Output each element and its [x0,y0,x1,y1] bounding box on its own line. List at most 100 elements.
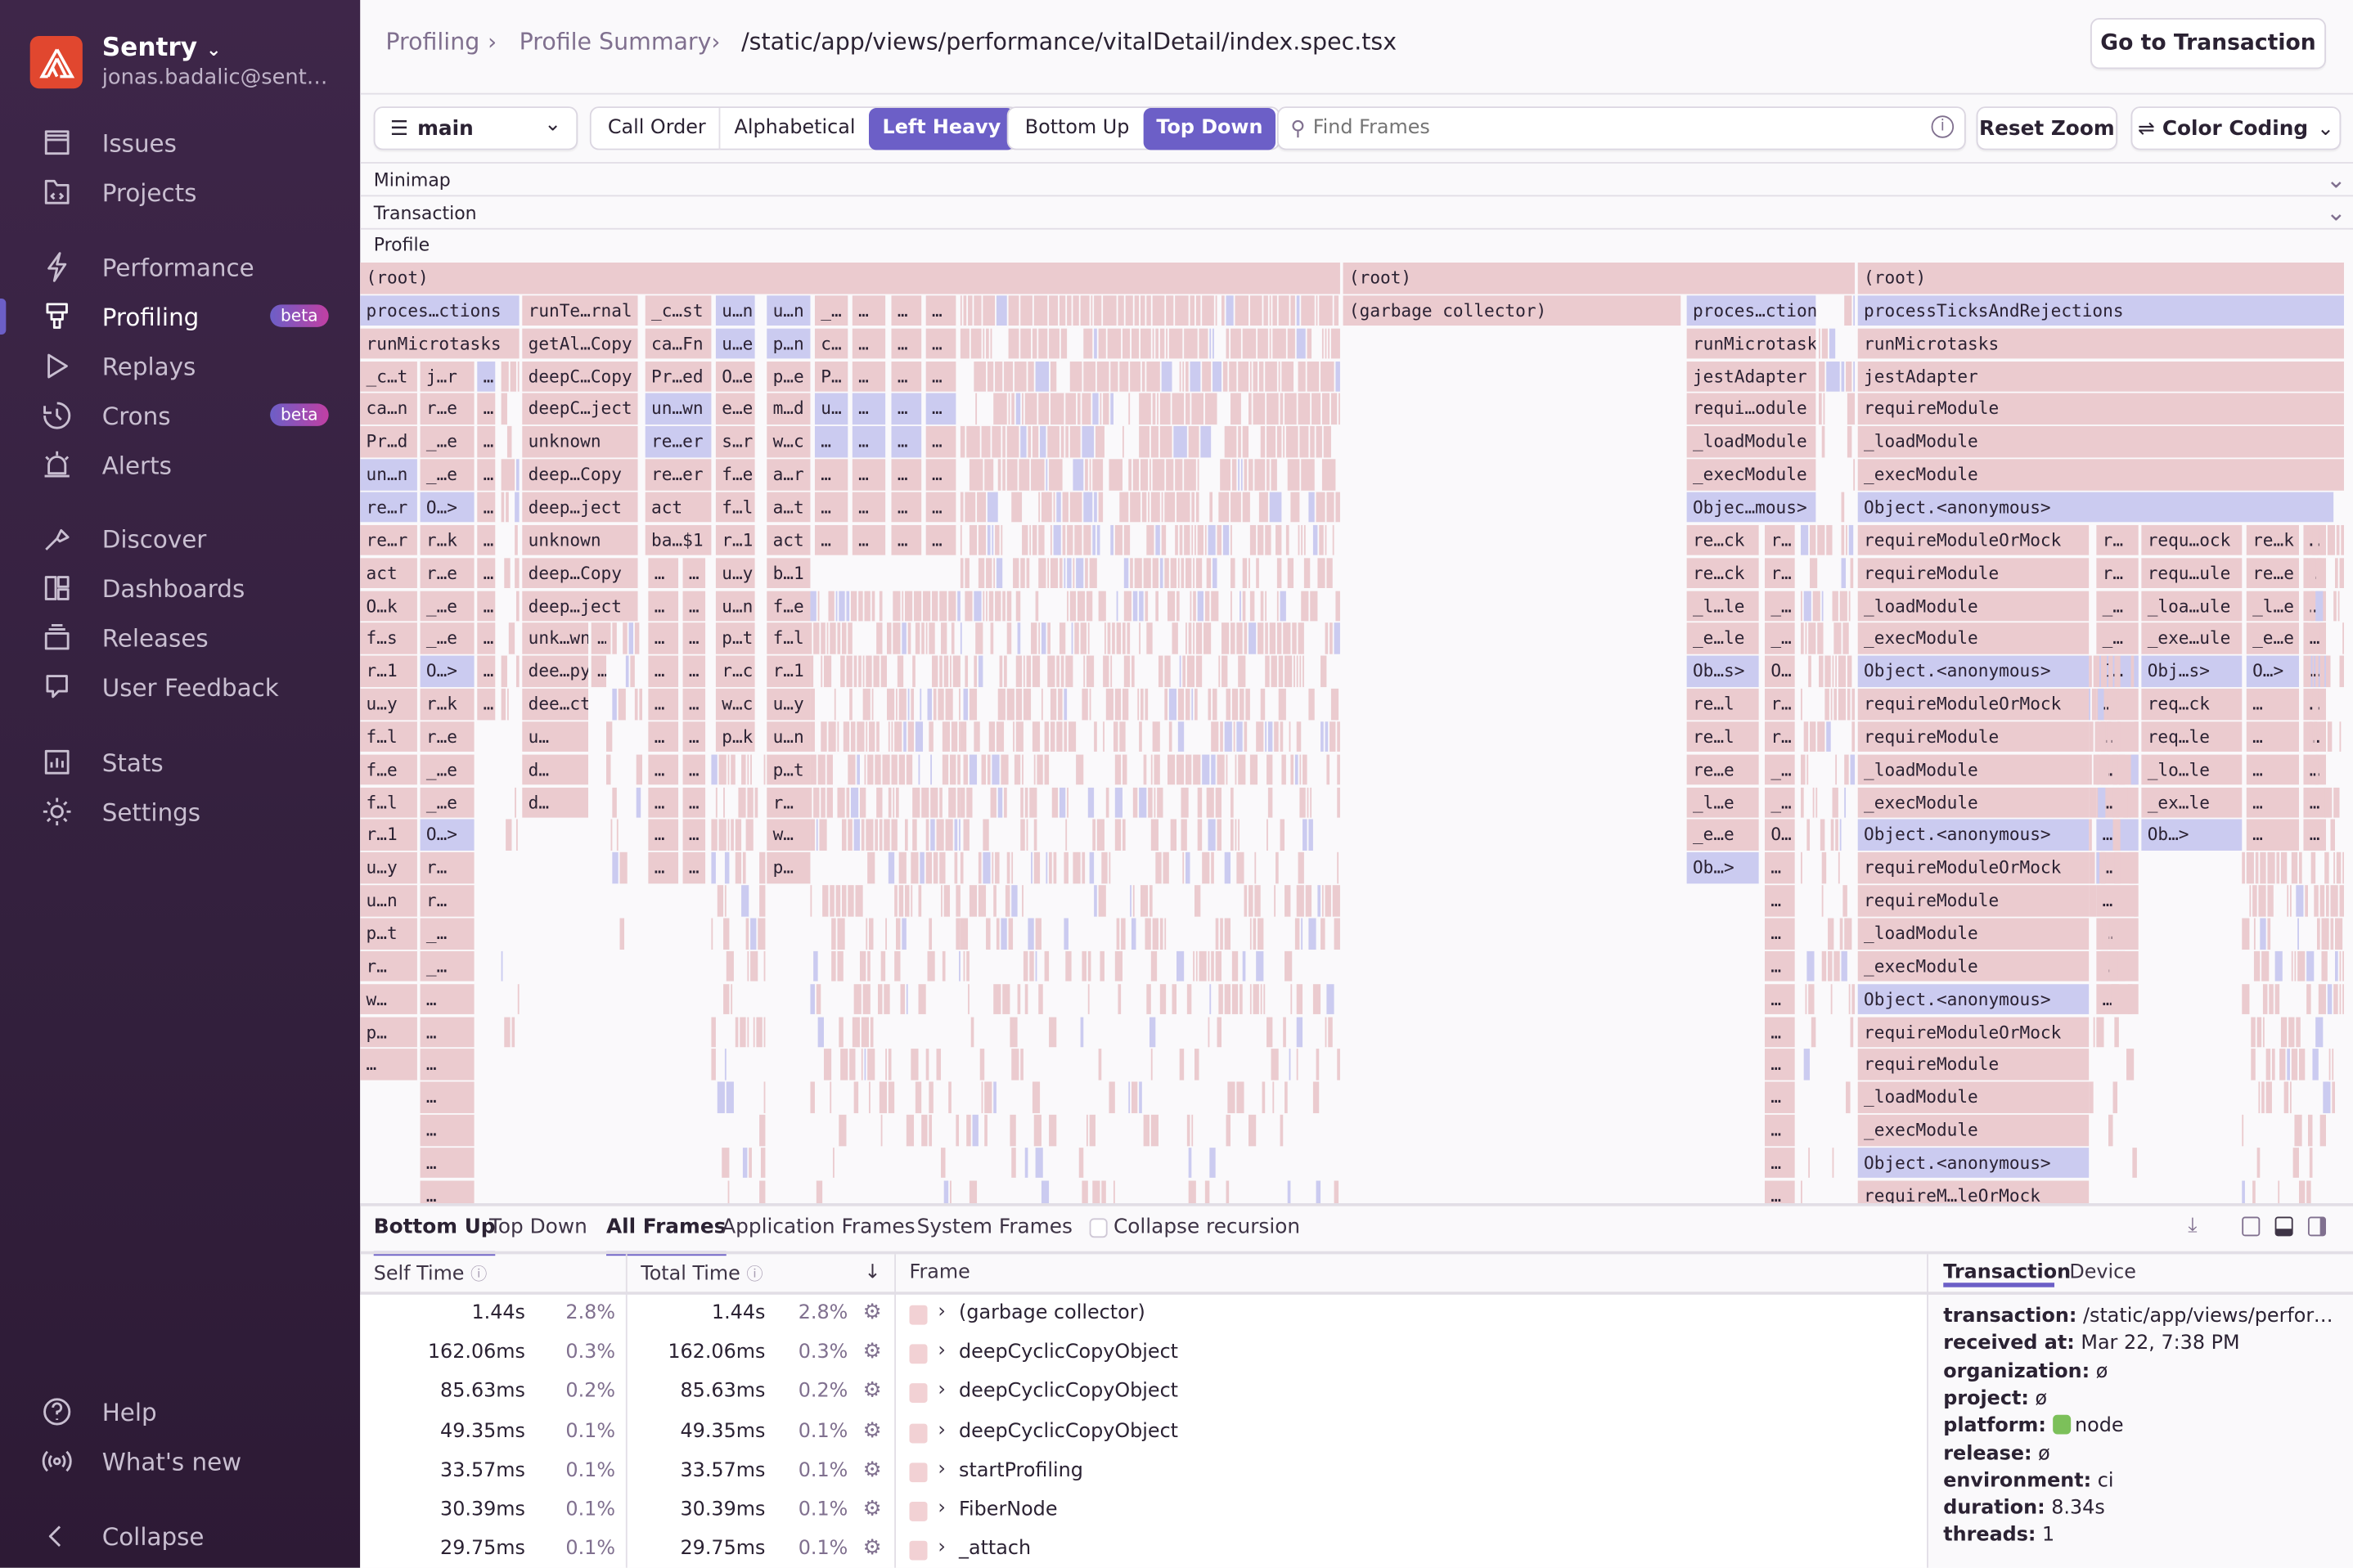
flame-frame[interactable]: _e…e [1686,820,1759,851]
flame-frame-narrow[interactable] [810,885,812,917]
flame-frame-narrow[interactable] [724,1049,727,1081]
flame-frame-narrow[interactable] [1810,557,1818,589]
flame-frame-narrow[interactable] [862,655,865,687]
flame-frame-narrow[interactable] [1110,361,1118,392]
flame-frame[interactable]: … [682,688,706,720]
flame-frame-narrow[interactable] [619,852,628,883]
flame-frame-narrow[interactable] [1113,721,1118,753]
flame-frame-narrow[interactable] [927,950,935,982]
flame-frame-narrow[interactable] [1828,950,1833,982]
flame-frame-narrow[interactable] [837,787,845,818]
flame-frame-narrow[interactable] [839,1016,844,1048]
flame-frame-narrow[interactable] [1211,754,1216,785]
flame-frame-narrow[interactable] [891,754,898,785]
details-tab-device[interactable]: Device [2069,1261,2136,1285]
flame-frame[interactable]: f…l [360,721,417,753]
flame-frame-narrow[interactable] [932,590,938,622]
flame-frame-narrow[interactable] [517,983,520,1015]
flame-frame[interactable]: _execModule [1857,787,2090,818]
flame-frame-narrow[interactable] [848,820,853,851]
flame-frame-narrow[interactable] [2261,1081,2265,1113]
gear-icon[interactable]: ⚙ [862,1301,882,1325]
flame-frame-narrow[interactable] [1801,1180,1802,1204]
flame-frame-narrow[interactable] [930,754,933,785]
flame-frame-narrow[interactable] [1128,1081,1131,1113]
flame-frame-narrow[interactable] [1803,590,1811,622]
flame-frame[interactable]: O… [1764,820,1795,851]
flame-frame-narrow[interactable] [1208,524,1216,556]
flame-frame-narrow[interactable] [1212,557,1217,589]
flame-frame[interactable]: re…er [645,459,712,491]
color-coding-dropdown[interactable]: ⇌ Color Coding ⌄ [2130,106,2342,151]
flame-frame-narrow[interactable] [1215,787,1222,818]
flame-frame-narrow[interactable] [1266,754,1273,785]
flame-frame-narrow[interactable] [1098,1049,1102,1081]
flame-frame[interactable]: _c…t [360,361,417,392]
flame-frame-narrow[interactable] [1298,622,1304,654]
flame-frame-narrow[interactable] [1285,426,1298,457]
flame-frame[interactable]: … [1764,1049,1795,1081]
flame-frame-narrow[interactable] [2242,1114,2244,1146]
flame-frame-narrow[interactable] [1035,361,1050,392]
flame-frame-narrow[interactable] [938,688,944,720]
flame-frame-narrow[interactable] [1049,459,1063,491]
flame-frame[interactable]: … [420,1148,475,1179]
flame-frame-narrow[interactable] [1842,622,1849,654]
flame-frame-narrow[interactable] [1152,459,1165,491]
flame-frame-narrow[interactable] [726,1081,734,1113]
flame-frame[interactable]: … [2096,885,2139,917]
flame-frame-narrow[interactable] [2297,950,2306,982]
flame-frame-narrow[interactable] [951,622,955,654]
flame-frame-narrow[interactable] [893,590,901,622]
flame-frame-narrow[interactable] [1035,1148,1043,1179]
flame-frame-narrow[interactable] [1230,524,1232,556]
flame-frame-narrow[interactable] [735,820,742,851]
flame-frame[interactable]: re…er [645,426,712,457]
flame-frame-narrow[interactable] [1321,885,1324,917]
flame-frame-narrow[interactable] [1179,655,1181,687]
flame-frame-narrow[interactable] [1101,852,1108,883]
flame-frame-narrow[interactable] [2325,655,2331,687]
flame-frame-narrow[interactable] [950,1180,952,1204]
flame-frame-narrow[interactable] [630,655,635,687]
flame-frame-narrow[interactable] [2315,754,2319,785]
flame-frame-narrow[interactable] [2333,983,2338,1015]
flame-frame-narrow[interactable] [1170,820,1176,851]
flame-frame-narrow[interactable] [2135,655,2139,687]
flame-frame-narrow[interactable] [1258,361,1264,392]
flame-frame-narrow[interactable] [871,590,875,622]
flame-frame-narrow[interactable] [1032,524,1037,556]
flame-frame[interactable]: act [645,492,712,523]
flame-frame-narrow[interactable] [1176,950,1185,982]
flame-frame-narrow[interactable] [2303,557,2308,589]
flame-frame-narrow[interactable] [1290,295,1295,326]
flame-frame-narrow[interactable] [2323,1081,2331,1113]
flame-frame-narrow[interactable] [969,459,983,491]
flame-frame-narrow[interactable] [1233,721,1235,753]
flame-frame-narrow[interactable] [1152,295,1165,326]
flame-frame-narrow[interactable] [2089,885,2097,917]
flame-frame-narrow[interactable] [1248,459,1253,491]
flame-frame-narrow[interactable] [2307,1114,2313,1146]
flame-frame-narrow[interactable] [1220,459,1231,491]
flame-frame-narrow[interactable] [1316,295,1318,326]
flame-frame[interactable]: re…e [1686,754,1759,785]
flame-frame-narrow[interactable] [891,820,898,851]
sidebar-item-performance[interactable]: Performance [0,245,360,290]
flame-frame-narrow[interactable] [988,721,996,753]
flame-frame-narrow[interactable] [2252,1180,2256,1204]
flame-frame[interactable]: … [477,688,496,720]
flame-frame-narrow[interactable] [1166,328,1168,359]
flame-frame-narrow[interactable] [1038,393,1050,425]
flame-frame-narrow[interactable] [912,787,920,818]
flame-frame-narrow[interactable] [959,688,961,720]
flame-frame-narrow[interactable] [1067,295,1072,326]
flame-frame-narrow[interactable] [1266,1016,1273,1048]
flame-frame-narrow[interactable] [1222,524,1230,556]
flame-frame-narrow[interactable] [855,885,863,917]
flame-frame-narrow[interactable] [1150,820,1159,851]
flame-frame-narrow[interactable] [1060,426,1064,457]
flame-frame-narrow[interactable] [760,1148,766,1179]
flame-frame-narrow[interactable] [758,918,766,950]
flame-frame-narrow[interactable] [828,721,836,753]
